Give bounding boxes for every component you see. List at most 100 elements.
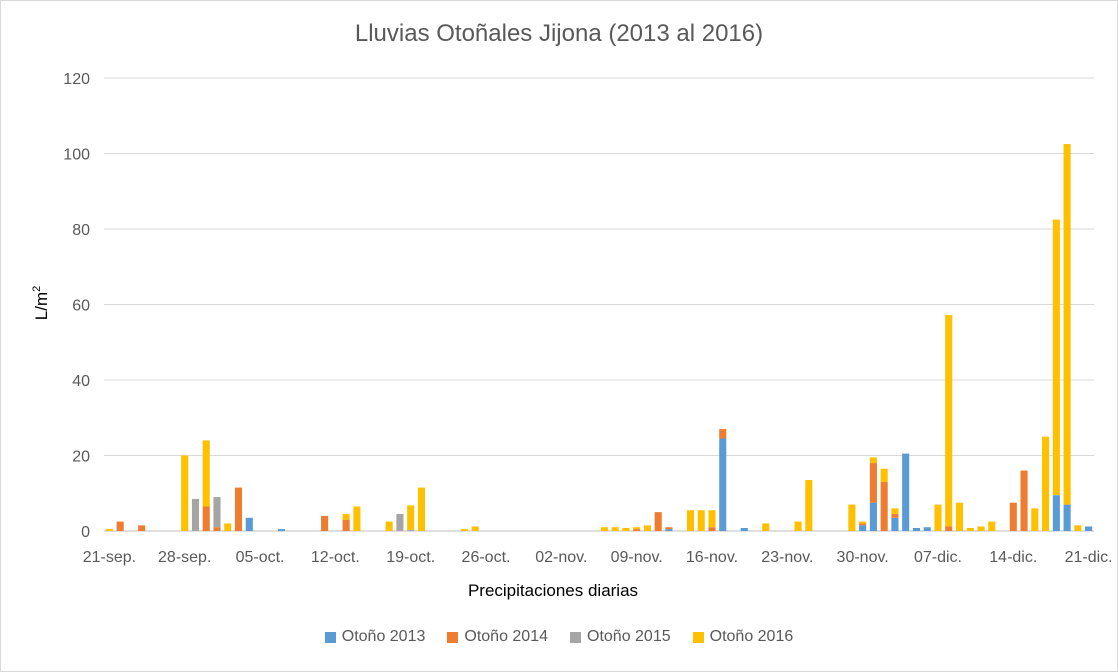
bar-2016: [1052, 219, 1060, 496]
bar-2013: [869, 502, 877, 531]
bar-2013: [245, 517, 253, 531]
bar-2016: [202, 440, 210, 507]
x-tick-label: 26-oct.: [462, 549, 511, 566]
y-axis-label-text: L/m: [32, 292, 51, 320]
bar-2013: [1052, 495, 1060, 531]
bar-2014: [342, 519, 350, 531]
x-tick-label: 14-dic.: [989, 549, 1037, 566]
bar-2016: [934, 504, 942, 531]
y-tick-label: 20: [72, 449, 90, 466]
y-tick-label: 0: [81, 524, 90, 541]
bar-2016: [1074, 525, 1082, 531]
legend-swatch-2014: [447, 631, 459, 643]
bar-2014: [1009, 502, 1017, 531]
y-tick-label: 80: [72, 222, 90, 239]
bar-2014: [665, 527, 673, 530]
bar-2014: [234, 487, 243, 531]
bar-2015: [407, 529, 415, 531]
gridlines: [104, 77, 1094, 532]
bar-2016: [385, 521, 393, 531]
bar-2013: [859, 525, 867, 531]
x-axis-ticks: 21-sep. 28-sep. 05-oct. 12-oct. 19-oct. 26-oc…: [83, 549, 1113, 566]
chart-title: Lluvias Otoñales Jijona (2013 al 2016): [354, 20, 764, 47]
bar-2016: [417, 487, 425, 531]
y-axis-label: L/m2: [31, 286, 51, 320]
bar-2013: [740, 527, 748, 531]
bar-2016: [891, 508, 899, 515]
bar-2016: [966, 527, 974, 531]
y-tick-label: 60: [72, 298, 90, 315]
bar-2014: [719, 429, 727, 439]
bar-2014: [321, 515, 329, 531]
bar-2014: [945, 526, 953, 531]
x-tick-label: 21-sep.: [83, 549, 136, 566]
legend-item-2016: Otoño 2016: [692, 628, 794, 646]
x-tick-label: 21-dic.: [1065, 549, 1113, 566]
y-tick-label: 100: [63, 147, 90, 164]
bar-2014: [116, 521, 124, 531]
bar-2013: [719, 438, 727, 531]
bar-2016: [859, 521, 867, 524]
bar-2016: [407, 505, 415, 530]
bar-2016: [697, 510, 705, 531]
bar-2016: [1031, 508, 1039, 531]
bar-2016: [955, 502, 964, 531]
legend-item-2014: Otoño 2014: [447, 628, 548, 646]
bar-2014: [213, 527, 221, 531]
bar-2016: [880, 468, 888, 482]
bar-2016: [611, 527, 619, 531]
bar-2014: [633, 529, 641, 531]
bar-2013: [1063, 504, 1071, 531]
x-tick-label: 19-oct.: [386, 549, 435, 566]
x-tick-label: 23-nov.: [761, 549, 813, 566]
bar-2015: [191, 498, 200, 531]
bar-2016: [794, 521, 802, 531]
bar-2016: [708, 510, 716, 528]
legend-item-2015: Otoño 2015: [570, 628, 671, 646]
x-tick-label: 28-sep.: [158, 549, 211, 566]
bar-2016: [633, 527, 641, 530]
bar-2016: [600, 527, 608, 531]
bar-2016: [643, 525, 651, 531]
bar-2016: [342, 514, 350, 520]
x-tick-label: 12-oct.: [311, 549, 360, 566]
legend-label-2014: Otoño 2014: [464, 628, 548, 645]
legend: Otoño 2013 Otoño 2014 Otoño 2015 Otoño 2…: [0, 628, 1118, 646]
x-tick-label: 07-dic.: [914, 549, 962, 566]
bar-2016: [471, 526, 479, 531]
x-axis-label: Precipitaciones diarias: [468, 581, 638, 600]
bar-2016: [353, 506, 361, 531]
bar-2016: [224, 523, 232, 531]
bar-2014: [202, 506, 210, 531]
bar-2016: [869, 457, 877, 464]
bar-2016: [181, 455, 189, 531]
bar-2013: [923, 527, 931, 531]
bar-2014: [869, 463, 877, 503]
bar-2014: [708, 527, 716, 531]
bar-2013: [665, 529, 673, 531]
bar-2014: [859, 523, 867, 526]
bar-2016: [686, 510, 695, 531]
legend-label-2016: Otoño 2016: [709, 628, 794, 645]
bar-2013: [902, 453, 910, 531]
legend-label-2015: Otoño 2015: [587, 628, 671, 645]
bar-2016: [460, 529, 469, 531]
bar-2013: [1085, 526, 1093, 531]
x-tick-label: 09-nov.: [611, 549, 663, 566]
bar-2014: [1020, 470, 1028, 531]
bar-2013: [912, 527, 920, 531]
x-tick-label: 30-nov.: [837, 549, 889, 566]
bars: [105, 144, 1093, 531]
bar-2016: [805, 480, 813, 531]
bar-2016: [848, 504, 856, 531]
y-axis-label-superscript: 2: [31, 286, 43, 292]
bar-2016: [1063, 144, 1071, 505]
bar-2015: [396, 514, 404, 531]
bar-2013: [891, 517, 899, 531]
bar-2016: [988, 521, 996, 531]
x-tick-label: 16-nov.: [686, 549, 738, 566]
y-tick-label: 120: [63, 71, 90, 88]
bar-2016: [622, 527, 630, 531]
